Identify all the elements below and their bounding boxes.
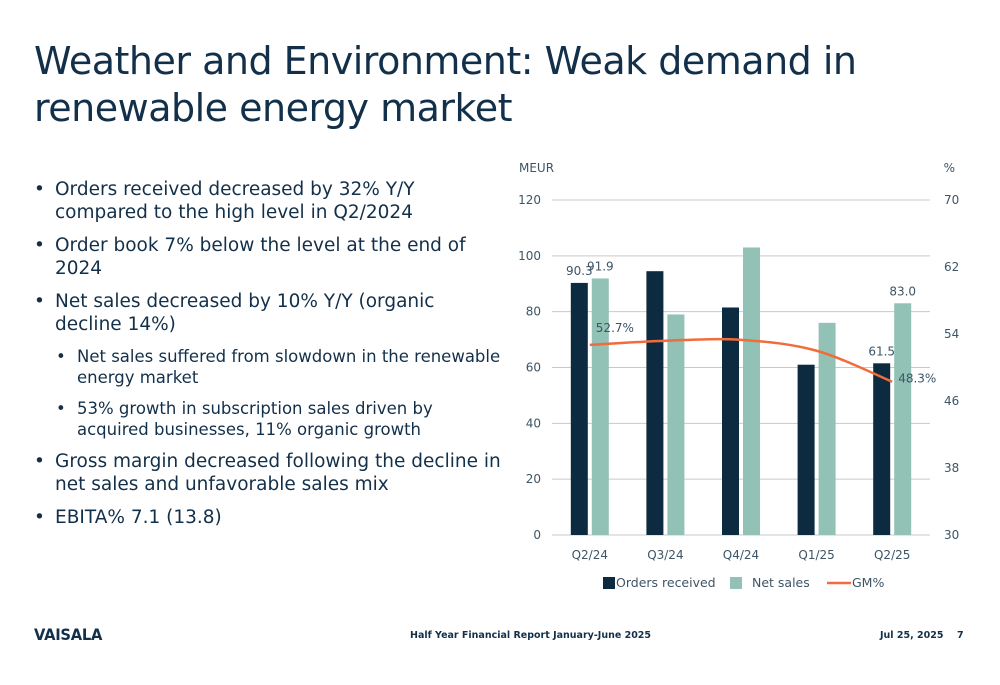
page-number: 7 <box>957 630 964 641</box>
data-label-net-sales: 91.9 <box>587 259 614 273</box>
x-tick-label: Q4/24 <box>723 548 759 562</box>
bar-net-sales <box>743 247 760 535</box>
data-label-gm: 48.3% <box>898 372 936 386</box>
page-title: Weather and Environment: Weak demand in … <box>34 39 857 130</box>
y2-axis-unit-label: % <box>944 161 955 175</box>
bullet-item: EBITA% 7.1 (13.8) <box>34 506 504 529</box>
bar-orders-received <box>722 307 739 535</box>
bullet-item: Order book 7% below the level at the end… <box>34 234 504 280</box>
y-tick-label: 0 <box>533 528 541 542</box>
y-tick-label: 120 <box>518 193 541 207</box>
x-tick-label: Q2/24 <box>572 548 608 562</box>
y2-tick-label: 38 <box>944 461 959 475</box>
sub-bullet-item: 53% growth in subscription sales driven … <box>56 398 504 440</box>
y-tick-label: 80 <box>526 305 541 319</box>
bar-net-sales <box>818 322 836 535</box>
y-tick-label: 100 <box>518 249 541 263</box>
bullet-item: Net sales decreased by 10% Y/Y (organic … <box>34 290 504 336</box>
x-tick-label: Q3/24 <box>647 548 683 562</box>
y2-tick-label: 54 <box>944 327 959 341</box>
footer-date: Jul 25, 2025 <box>880 630 944 641</box>
legend-label-gm: GM% <box>852 575 884 590</box>
y2-tick-label: 46 <box>944 394 959 408</box>
y-tick-label: 20 <box>526 472 541 486</box>
footer-report-title: Half Year Financial Report January-June … <box>410 630 652 641</box>
legend-swatch-orders <box>603 577 615 589</box>
bullet-item: Orders received decreased by 32% Y/Y com… <box>34 178 504 224</box>
legend-label-net-sales: Net sales <box>752 575 810 590</box>
legend-swatch-net-sales <box>730 577 742 589</box>
y2-tick-label: 62 <box>944 260 959 274</box>
bar-net-sales <box>894 303 912 535</box>
y-tick-label: 60 <box>526 361 541 375</box>
gm-line <box>589 337 893 383</box>
bar-orders-received <box>570 282 588 535</box>
y-tick-label: 40 <box>526 416 541 430</box>
x-tick-label: Q2/25 <box>874 548 910 562</box>
data-label-gm: 52.7% <box>596 321 634 335</box>
legend-label-orders: Orders received <box>616 575 716 590</box>
data-label-orders: 61.5 <box>868 344 895 358</box>
sub-bullet-item: Net sales suffered from slowdown in the … <box>56 346 504 388</box>
bullet-item: Gross margin decreased following the dec… <box>34 450 504 496</box>
y2-tick-label: 70 <box>944 193 959 207</box>
y-axis-unit-label: MEUR <box>519 161 554 175</box>
x-tick-label: Q1/25 <box>798 548 834 562</box>
orders-netsales-gm-chart: MEUR % 0 20 40 60 80 100 120 30 38 46 54 62 70 Q2/24 90.… <box>518 161 959 590</box>
data-label-net-sales: 83.0 <box>889 284 916 298</box>
bar-net-sales <box>591 278 609 535</box>
data-label-orders: 90.3 <box>566 264 593 278</box>
vaisala-logo: VAISALA <box>34 625 103 644</box>
y2-tick-label: 30 <box>944 528 959 542</box>
bullet-list: Orders received decreased by 32% Y/Y com… <box>34 178 504 539</box>
bar-orders-received <box>646 271 664 535</box>
bar-net-sales <box>667 314 685 535</box>
bar-orders-received <box>797 364 815 535</box>
bar-orders-received <box>873 363 891 535</box>
